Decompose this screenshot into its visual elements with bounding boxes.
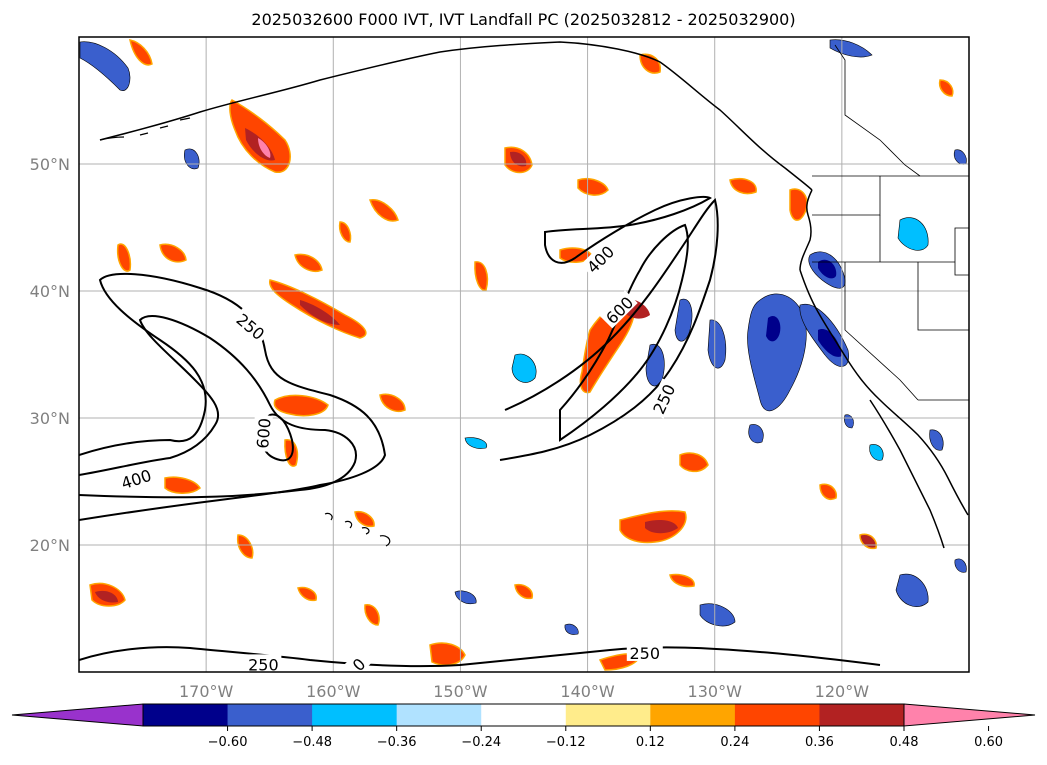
latitude-tick-labels: 50°N 40°N 30°N 20°N — [30, 155, 70, 555]
baja-coastline — [869, 399, 945, 549]
contour-label-bg — [251, 414, 273, 452]
lat-tick-label: 20°N — [30, 536, 70, 555]
colorbar-segment — [481, 704, 567, 726]
lat-tick-label: 30°N — [30, 409, 70, 428]
lat-tick-label: 50°N — [30, 155, 70, 174]
colorbar-segment — [312, 704, 398, 726]
contour-250-south — [79, 646, 881, 668]
contour-label-bg — [231, 307, 271, 345]
political-borders — [812, 44, 969, 401]
lon-tick-label: 140°W — [560, 682, 615, 701]
contour-label-bg — [338, 644, 378, 683]
colorbar-tick-label: −0.60 — [208, 735, 248, 750]
lon-tick-label: 150°W — [433, 682, 488, 701]
colorbar-tick-label: 0.36 — [805, 735, 834, 750]
contour-label-bg — [647, 378, 679, 419]
contour-400-east — [559, 223, 689, 442]
lon-tick-label: 160°W — [306, 682, 361, 701]
coastline-layer — [99, 41, 969, 549]
bc-coastline — [799, 189, 813, 271]
contour-label-bg — [626, 642, 663, 661]
colorbar-segment — [143, 704, 229, 726]
west-coast-coastline — [799, 269, 969, 516]
colorbar-segment — [565, 704, 651, 726]
colorbar-segment — [734, 704, 820, 726]
colorbar-segment — [819, 704, 905, 726]
contour-label: 250 — [248, 655, 279, 674]
colorbar-segment — [227, 704, 313, 726]
colorbar-tick-label: −0.48 — [292, 735, 332, 750]
contour-400-west — [79, 315, 357, 499]
contour-label: 250 — [630, 644, 661, 663]
colorbar-extend-low — [11, 703, 144, 727]
lon-tick-label: 170°W — [179, 682, 234, 701]
colorbar-frame — [142, 703, 905, 727]
gridlines — [79, 37, 969, 672]
map-frame — [78, 36, 970, 673]
contour-250-east — [499, 198, 719, 461]
lon-tick-label: 120°W — [815, 682, 870, 701]
ivt-contours — [79, 195, 881, 668]
contour-label: 600 — [253, 417, 275, 449]
colorbar-tick-label: 0.24 — [720, 735, 749, 750]
alaska-coastline — [99, 41, 813, 191]
contour-250-northwest — [544, 195, 712, 264]
colorbar-tick-label: 0.60 — [974, 735, 1003, 750]
colorbar-segment — [650, 704, 736, 726]
colorbar-segment — [396, 704, 482, 726]
contour-label-bg — [245, 654, 282, 673]
lon-tick-label: 130°W — [688, 682, 743, 701]
contour-label-bg — [116, 463, 156, 493]
colorbar-tick-label: −0.24 — [461, 735, 501, 750]
aleutian-chain — [99, 117, 191, 141]
contour-label-bg — [599, 290, 638, 329]
longitude-tick-labels: 170°W 160°W 150°W 140°W 130°W 120°W — [179, 682, 869, 701]
contour-label-bg — [580, 239, 619, 278]
colorbar-tick-label: 0.48 — [890, 735, 919, 750]
colorbar-tick-label: 0.12 — [636, 735, 665, 750]
colorbar-extend-high — [903, 703, 1036, 727]
hawaii-islands — [324, 512, 391, 547]
negative-anomaly-areas — [79, 39, 967, 635]
map-title: 2025032600 F000 IVT, IVT Landfall PC (20… — [251, 10, 796, 29]
lat-tick-label: 40°N — [30, 282, 70, 301]
colorbar-tick-label: −0.12 — [546, 735, 586, 750]
colorbar-tick-label: −0.36 — [377, 735, 417, 750]
colorbar: −0.60 −0.48 −0.36 −0.24 −0.12 0.12 0.24 0.36 0.4… — [11, 703, 1036, 750]
